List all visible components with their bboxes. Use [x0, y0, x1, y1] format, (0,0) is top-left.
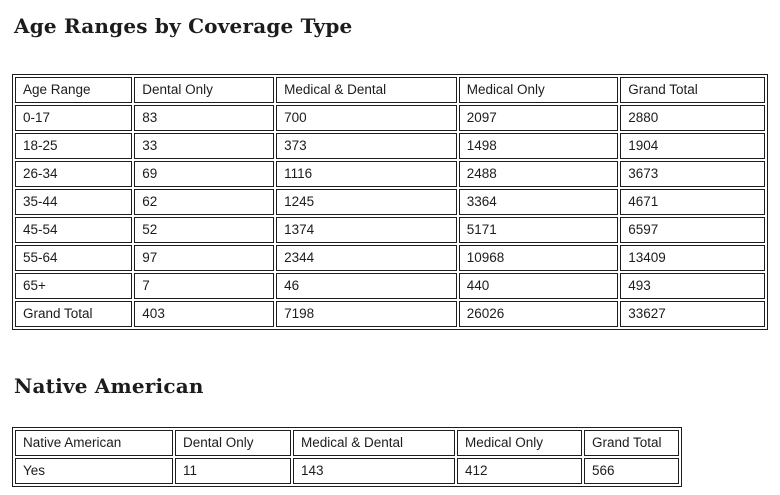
table-cell: 46 — [276, 273, 457, 299]
table-cell: 65+ — [15, 273, 133, 299]
table-cell: 26026 — [458, 301, 619, 327]
table-cell: 440 — [458, 273, 619, 299]
table-cell: 7198 — [276, 301, 457, 327]
table-cell: 403 — [134, 301, 275, 327]
column-header: Age Range — [15, 77, 133, 103]
table-cell: 97 — [134, 245, 275, 271]
table-row: 0-17 83 700 2097 2880 — [15, 105, 765, 131]
table-cell: 2880 — [620, 105, 765, 131]
native-american-table: Native American Dental Only Medical & Dent… — [12, 427, 682, 487]
column-header: Grand Total — [584, 430, 679, 456]
table-cell: Yes — [15, 458, 173, 484]
table-cell: 2488 — [458, 161, 619, 187]
table-row: Yes 11 143 412 566 — [15, 458, 679, 484]
table-cell: 1116 — [276, 161, 457, 187]
table-cell: 1374 — [276, 217, 457, 243]
table-cell: 18-25 — [15, 133, 133, 159]
table-cell: 373 — [276, 133, 457, 159]
column-header: Medical Only — [457, 430, 582, 456]
table-cell: 493 — [620, 273, 765, 299]
table-cell: 1498 — [458, 133, 619, 159]
column-header: Native American — [15, 430, 173, 456]
table-cell: 4671 — [620, 189, 765, 215]
table-cell: 3673 — [620, 161, 765, 187]
header-row: Native American Dental Only Medical & Dent… — [15, 430, 679, 456]
table-cell: 26-34 — [15, 161, 133, 187]
table-cell: 13409 — [620, 245, 765, 271]
table-cell: 0-17 — [15, 105, 133, 131]
table-cell: 35-44 — [15, 189, 133, 215]
table-row: 45-54 52 1374 5171 6597 — [15, 217, 765, 243]
table-cell: 11 — [175, 458, 291, 484]
table-cell: 1904 — [620, 133, 765, 159]
table-cell: 700 — [276, 105, 457, 131]
table-cell: 6597 — [620, 217, 765, 243]
table-cell: 143 — [293, 458, 455, 484]
column-header: Medical & Dental — [293, 430, 455, 456]
table-cell: 69 — [134, 161, 275, 187]
table-row: Grand Total 403 7198 26026 33627 — [15, 301, 765, 327]
table-row: 65+ 7 46 440 493 — [15, 273, 765, 299]
table-cell: 1245 — [276, 189, 457, 215]
table-row: 18-25 33 373 1498 1904 — [15, 133, 765, 159]
table-cell: 3364 — [458, 189, 619, 215]
table-cell: 10968 — [458, 245, 619, 271]
table-row: 35-44 62 1245 3364 4671 — [15, 189, 765, 215]
table-cell: 566 — [584, 458, 679, 484]
table-cell: Grand Total — [15, 301, 133, 327]
table-cell: 412 — [457, 458, 582, 484]
table-cell: 2344 — [276, 245, 457, 271]
column-header: Dental Only — [175, 430, 291, 456]
table-cell: 62 — [134, 189, 275, 215]
table-cell: 33627 — [620, 301, 765, 327]
header-row: Age Range Dental Only Medical & Dental Medi… — [15, 77, 765, 103]
column-header: Grand Total — [620, 77, 765, 103]
table-cell: 83 — [134, 105, 275, 131]
table-cell: 45-54 — [15, 217, 133, 243]
table-cell: 5171 — [458, 217, 619, 243]
column-header: Medical & Dental — [276, 77, 457, 103]
age-ranges-by-coverage-type-table: Age Range Dental Only Medical & Dental Medi… — [12, 74, 768, 330]
table-cell: 2097 — [458, 105, 619, 131]
section-title-age-ranges-by-coverage-type: Age Ranges by Coverage Type — [14, 14, 353, 38]
table-cell: 7 — [134, 273, 275, 299]
section-title-native-american: Native American — [14, 374, 204, 398]
table-row: 26-34 69 1116 2488 3673 — [15, 161, 765, 187]
column-header: Medical Only — [458, 77, 619, 103]
table-cell: 55-64 — [15, 245, 133, 271]
table-cell: 52 — [134, 217, 275, 243]
column-header: Dental Only — [134, 77, 275, 103]
table-row: 55-64 97 2344 10968 13409 — [15, 245, 765, 271]
table-cell: 33 — [134, 133, 275, 159]
